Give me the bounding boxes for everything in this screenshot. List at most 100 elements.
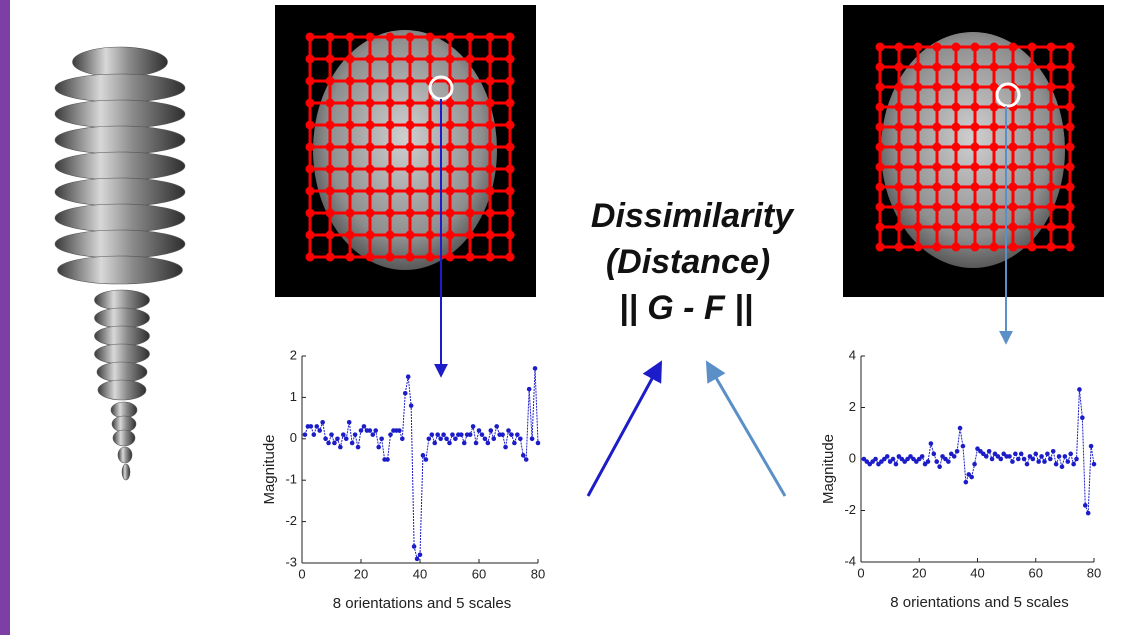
grid-node — [1027, 122, 1037, 132]
grid-node — [894, 242, 904, 252]
grid-node — [989, 62, 999, 72]
grid-node — [951, 182, 961, 192]
x-tick-label: 0 — [857, 565, 864, 580]
grid-node — [989, 162, 999, 172]
point — [1042, 459, 1047, 464]
grid-node — [305, 164, 315, 174]
grid-node — [305, 208, 315, 218]
point — [1021, 456, 1027, 462]
grid-node — [505, 186, 515, 196]
point — [934, 459, 940, 464]
point — [1050, 448, 1056, 454]
point — [429, 432, 435, 437]
grid-node — [970, 102, 980, 112]
point — [400, 436, 405, 442]
coil-ring — [94, 325, 150, 347]
grid-node — [875, 42, 885, 52]
grid-node — [465, 98, 475, 108]
coil-ring — [94, 343, 150, 365]
point — [518, 436, 523, 442]
grid-node — [894, 62, 904, 72]
grid-node — [1065, 222, 1075, 232]
arrow — [705, 360, 787, 497]
point — [349, 440, 355, 446]
point — [972, 461, 977, 467]
point — [438, 436, 443, 442]
point — [503, 444, 508, 450]
point — [405, 374, 411, 380]
grid-node — [445, 164, 455, 174]
y-tick-label: -1 — [285, 472, 297, 487]
y-tick-label: 2 — [290, 347, 297, 362]
grid-node — [445, 54, 455, 64]
point — [1007, 454, 1012, 459]
grid-node — [485, 32, 495, 42]
point — [1039, 454, 1044, 459]
grid-node — [1027, 142, 1037, 152]
grid-node — [913, 242, 923, 252]
grid-node — [405, 98, 415, 108]
grid-node — [932, 42, 942, 52]
grid-node — [345, 230, 355, 240]
coil-ring — [112, 429, 136, 447]
grid-node — [951, 242, 961, 252]
grid-node — [1008, 122, 1018, 132]
grid-node — [894, 222, 904, 232]
grid-node — [1046, 82, 1056, 92]
point — [1033, 451, 1039, 457]
grid-node — [405, 186, 415, 196]
grid-node — [305, 54, 315, 64]
grid-node — [405, 208, 415, 218]
grid-node — [325, 164, 335, 174]
grid-node — [505, 230, 515, 240]
point — [338, 444, 343, 450]
point — [535, 440, 541, 446]
grid-node — [325, 186, 335, 196]
grid-node — [1065, 202, 1075, 212]
grid-node — [405, 54, 415, 64]
grid-node — [345, 54, 355, 64]
grid-node — [445, 32, 455, 42]
grid-node — [425, 230, 435, 240]
grid-node — [345, 186, 355, 196]
grid-node — [425, 120, 435, 130]
point — [884, 454, 890, 459]
point — [1053, 461, 1059, 467]
grid-node — [345, 208, 355, 218]
grid-node — [345, 32, 355, 42]
point — [417, 552, 423, 558]
point — [373, 428, 379, 433]
grid-node — [365, 76, 375, 86]
grid-node — [445, 186, 455, 196]
grid-node — [1046, 162, 1056, 172]
coil-ring — [54, 151, 186, 181]
grid-node — [951, 162, 961, 172]
y-tick-label: 1 — [290, 389, 297, 404]
grid-node — [970, 162, 980, 172]
grid-node — [425, 54, 435, 64]
jet-marker — [995, 82, 1021, 108]
point — [355, 444, 361, 450]
grid-node — [913, 82, 923, 92]
grid-node — [485, 54, 495, 64]
grid-node — [385, 208, 395, 218]
point — [453, 436, 458, 442]
grid-node — [951, 202, 961, 212]
grid-node — [1046, 182, 1056, 192]
grid-node — [913, 122, 923, 132]
grid-node — [425, 98, 435, 108]
grid-node — [445, 208, 455, 218]
grid-node — [932, 182, 942, 192]
point — [1080, 415, 1085, 421]
grid-node — [505, 208, 515, 218]
x-tick-label: 80 — [531, 566, 545, 581]
grid-node — [989, 182, 999, 192]
point — [343, 436, 349, 442]
grid-node — [1027, 62, 1037, 72]
grid-node — [485, 142, 495, 152]
grid-node — [989, 82, 999, 92]
coil-ring — [110, 401, 138, 419]
point — [1088, 443, 1094, 449]
grid-node — [1008, 182, 1018, 192]
